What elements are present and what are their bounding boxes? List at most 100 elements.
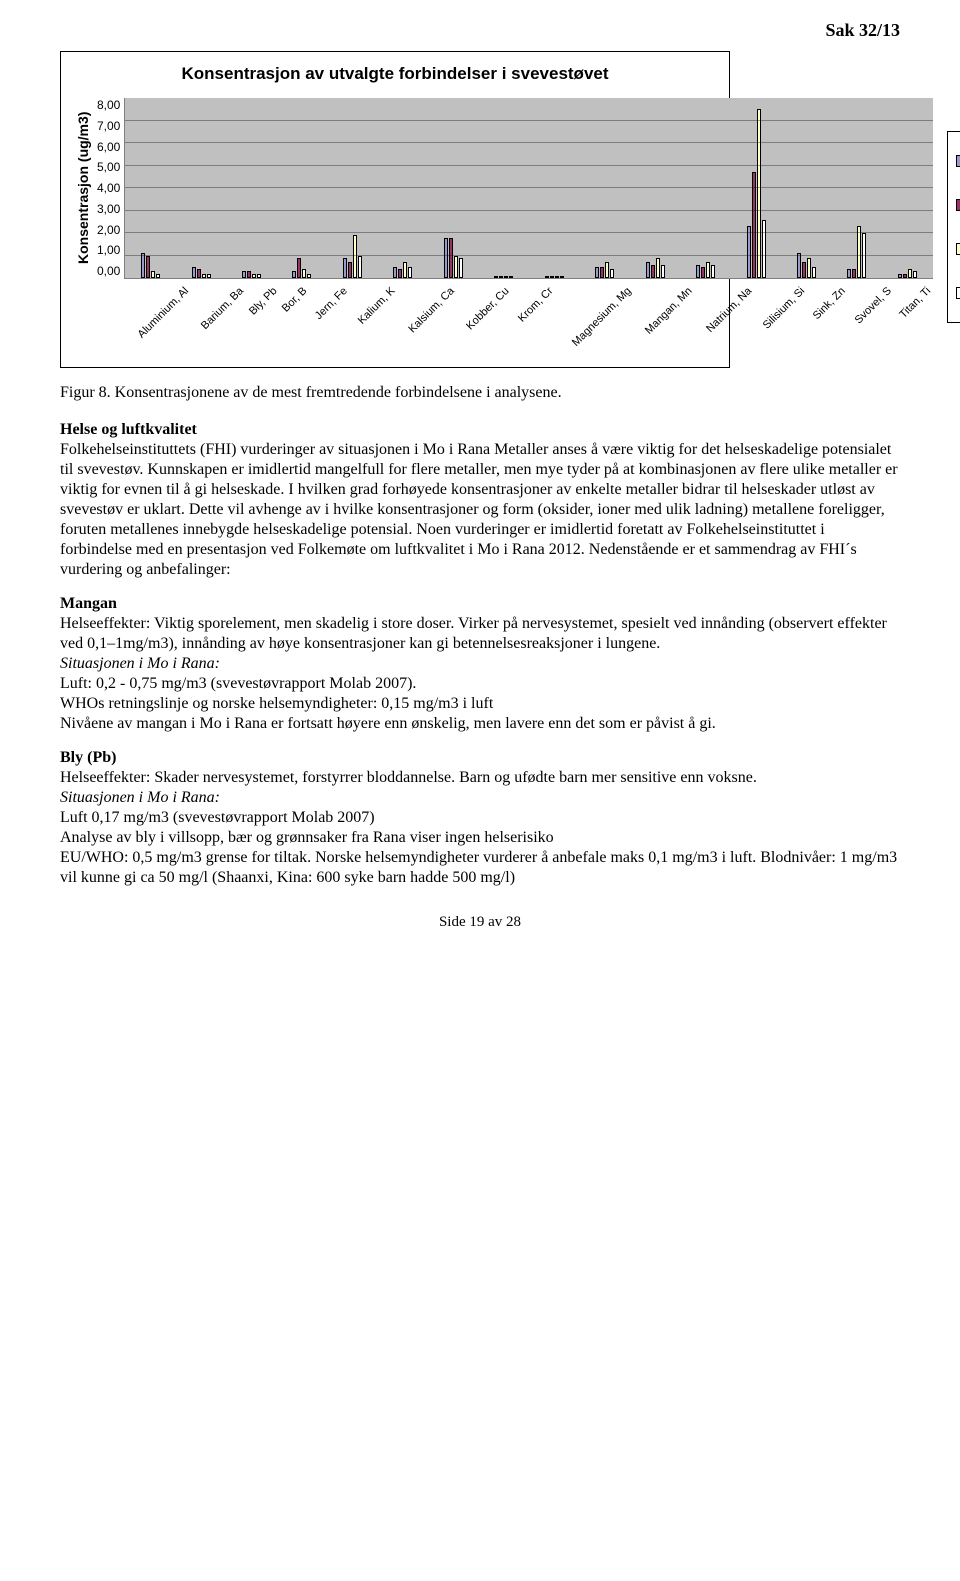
chart-gridline: [125, 142, 932, 143]
chart-bar: [202, 274, 206, 279]
chart-bar: [247, 271, 251, 278]
section-health-head: Helse og luftkvalitet: [60, 421, 197, 438]
chart-bar: [449, 238, 453, 279]
chart-bar: [550, 276, 554, 278]
chart-bar: [146, 256, 150, 279]
chart-bar: [252, 274, 256, 279]
chart-bar-group: [882, 98, 932, 278]
section-health-body: Folkehelseinstituttets (FHI) vurderinger…: [60, 441, 898, 578]
legend-item: 18/6-27/8-06: [956, 140, 960, 182]
chart-plot: [124, 98, 932, 279]
chart-bar-group: [277, 98, 327, 278]
chart-bar: [555, 276, 559, 278]
chart-ytick: 0,00: [97, 264, 120, 278]
figure-caption: Figur 8. Konsentrasjonene av de mest fre…: [60, 384, 900, 402]
chart-ytick: 7,00: [97, 119, 120, 133]
chart-bar: [701, 267, 705, 278]
chart-bar: [696, 265, 700, 279]
chart-gridline: [125, 210, 932, 211]
chart-gridline: [125, 232, 932, 233]
chart-bar: [852, 269, 856, 278]
chart-bar: [661, 265, 665, 279]
bly-line1: Helseeffekter: Skader nervesystemet, for…: [60, 769, 757, 786]
section-health: Helse og luftkvalitet Folkehelseinstitut…: [60, 420, 900, 580]
chart-bar: [757, 109, 761, 278]
mangan-line4: Nivåene av mangan i Mo i Rana er fortsat…: [60, 715, 716, 732]
chart-bar-group: [529, 98, 579, 278]
chart-bar: [747, 226, 751, 278]
chart-bar: [903, 274, 907, 279]
chart-bar: [343, 258, 347, 278]
chart-gridline: [125, 120, 932, 121]
chart-bar-group: [680, 98, 730, 278]
chart-bar-group: [479, 98, 529, 278]
legend-swatch: [956, 243, 960, 255]
chart-bars: [125, 98, 932, 278]
chart-gridline: [125, 165, 932, 166]
chart-bar: [847, 269, 851, 278]
section-bly: Bly (Pb) Helseeffekter: Skader nervesyst…: [60, 748, 900, 888]
chart-bar: [192, 267, 196, 278]
chart-bar: [302, 269, 306, 278]
chart-bar: [706, 262, 710, 278]
chart-bar: [646, 262, 650, 278]
chart-bar: [913, 271, 917, 278]
chart-bar-group: [731, 98, 781, 278]
chart-bar-group: [781, 98, 831, 278]
chart-bar: [297, 258, 301, 278]
chart-bar: [605, 262, 609, 278]
chart-title: Konsentrasjon av utvalgte forbindelser i…: [75, 64, 715, 84]
legend-item: 6/11-5/12-06: [956, 272, 960, 314]
chart-gridline: [125, 187, 932, 188]
chart-bar: [600, 267, 604, 278]
bly-line4: EU/WHO: 0,5 mg/m3 grense for tiltak. Nor…: [60, 849, 897, 886]
chart-bar-group: [226, 98, 276, 278]
chart-bar: [141, 253, 145, 278]
chart-bar: [656, 258, 660, 278]
chart-bar: [807, 258, 811, 278]
chart-container: Konsentrasjon av utvalgte forbindelser i…: [60, 51, 730, 368]
chart-bar: [242, 271, 246, 278]
chart-bar: [292, 271, 296, 278]
chart-bar: [857, 226, 861, 278]
mangan-line1: Helseeffekter: Viktig sporelement, men s…: [60, 615, 887, 652]
chart-bar: [797, 253, 801, 278]
bly-line3: Analyse av bly i villsopp, bær og grønns…: [60, 829, 554, 846]
bly-head: Bly (Pb): [60, 749, 116, 766]
chart-bar: [454, 256, 458, 279]
chart-bar-group: [176, 98, 226, 278]
chart-bar: [494, 276, 498, 278]
chart-ytick: 3,00: [97, 202, 120, 216]
case-number: Sak 32/13: [60, 20, 900, 41]
chart-bar: [908, 269, 912, 278]
chart-bar: [651, 265, 655, 279]
chart-ylabel: Konsentrasjon (ug/m3): [75, 98, 91, 278]
chart-ytick: 8,00: [97, 98, 120, 112]
chart-xticks: Aluminium, AlBarium, BaBly, PbBor, BJern…: [124, 279, 932, 355]
mangan-situation: Situasjonen i Mo i Rana:: [60, 655, 220, 672]
chart-bar: [595, 267, 599, 278]
legend-swatch: [956, 155, 960, 167]
chart-bar: [504, 276, 508, 278]
chart-bar-group: [378, 98, 428, 278]
chart-bar-group: [327, 98, 377, 278]
page-footer: Side 19 av 28: [60, 914, 900, 931]
page: Sak 32/13 Konsentrasjon av utvalgte forb…: [0, 0, 960, 971]
chart-bar: [545, 276, 549, 278]
chart-bar: [560, 276, 564, 278]
chart-bar-group: [630, 98, 680, 278]
chart-bar-group: [125, 98, 175, 278]
chart-bar: [358, 256, 362, 279]
chart-bar: [393, 267, 397, 278]
chart-bar: [762, 220, 766, 279]
chart-bar: [802, 262, 806, 278]
chart-bar: [898, 274, 902, 279]
chart-bar: [207, 274, 211, 279]
chart-bar-group: [579, 98, 629, 278]
chart-bar: [403, 262, 407, 278]
bly-line2: Luft 0,17 mg/m3 (svevestøvrapport Molab …: [60, 809, 375, 826]
chart-bar: [752, 172, 756, 278]
chart-bar: [610, 269, 614, 278]
chart-bar-group: [832, 98, 882, 278]
chart-bar: [307, 274, 311, 279]
